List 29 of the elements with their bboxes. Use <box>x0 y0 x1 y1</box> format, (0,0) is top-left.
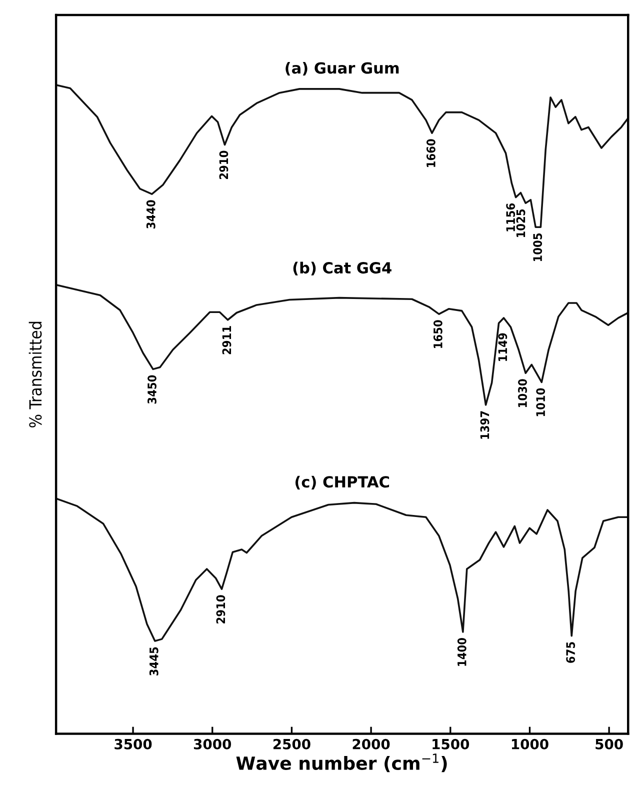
annotation: 3445 <box>149 647 158 676</box>
annotation: 2910 <box>219 150 228 180</box>
series-label: (c) CHPTAC <box>296 476 390 490</box>
annotation: 3440 <box>146 200 156 228</box>
annotation: 1005 <box>533 233 542 262</box>
annotation: 1010 <box>536 388 546 416</box>
x-tick-label: 3000 <box>194 738 232 750</box>
annotation: 1149 <box>498 333 508 361</box>
annotation: 1650 <box>433 320 442 348</box>
annotation: 3450 <box>148 375 156 404</box>
annotation: 1025 <box>516 209 526 238</box>
annotation: 1397 <box>480 411 490 439</box>
series-label: (a) Guar Gum <box>286 62 399 76</box>
x-tick-label: 1000 <box>512 738 548 750</box>
x-tick-label: 2500 <box>273 738 310 750</box>
annotation: 1156 <box>506 203 516 232</box>
annotation: 1660 <box>426 139 436 167</box>
series-label: (b) Cat GG4 <box>293 262 392 276</box>
annotation: 1400 <box>457 638 466 666</box>
annotation: 1030 <box>518 379 527 407</box>
x-tick-label: 1500 <box>432 738 470 750</box>
x-axis-title: Wave number (cm$^{−1}$) <box>236 754 447 772</box>
x-tick-label: 500 <box>596 738 623 750</box>
x-tick-label: 3500 <box>114 738 152 750</box>
annotation: 2910 <box>216 595 226 624</box>
x-tick-label: 2000 <box>352 738 390 750</box>
y-axis-title: % Transmitted <box>28 322 42 428</box>
annotation: 2911 <box>222 326 232 354</box>
annotation: 675 <box>566 642 576 663</box>
